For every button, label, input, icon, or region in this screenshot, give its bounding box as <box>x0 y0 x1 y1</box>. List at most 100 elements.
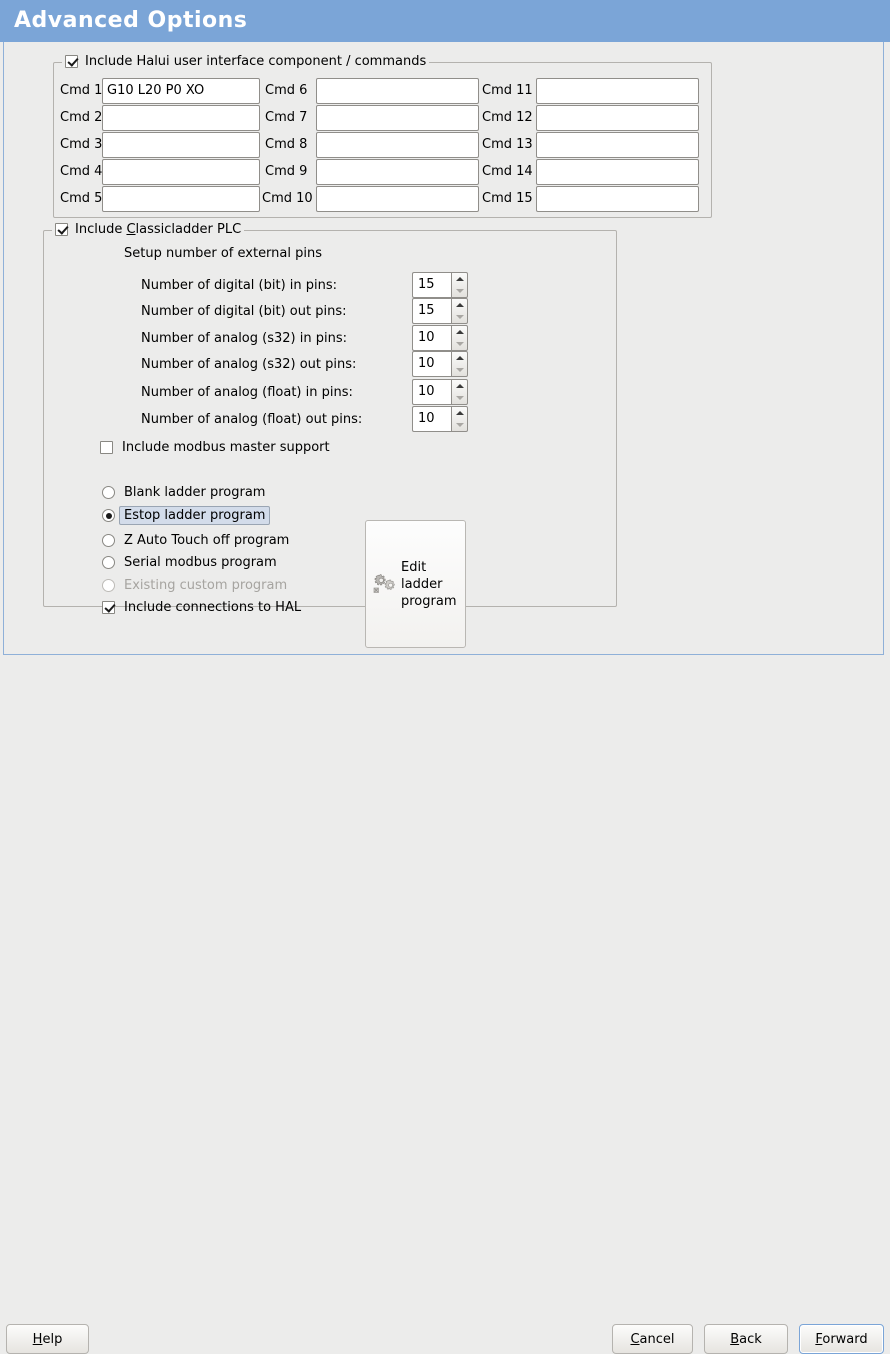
pin-spinner-value-1[interactable]: 15 <box>412 298 451 324</box>
cmd-label-7: Cmd 7 <box>265 110 308 125</box>
cmd-label-11: Cmd 11 <box>482 83 533 98</box>
pin-spinner-value-3[interactable]: 10 <box>412 351 451 377</box>
cmd-input-14[interactable] <box>536 159 699 185</box>
pin-spinner-buttons-3[interactable] <box>451 351 468 377</box>
spinner-up-icon-4[interactable] <box>452 380 467 392</box>
pin-spinner-buttons-2[interactable] <box>451 325 468 351</box>
cmd-input-4[interactable] <box>102 159 260 185</box>
cmd-input-11[interactable] <box>536 78 699 104</box>
pin-spinner-5[interactable]: 10 <box>412 406 468 432</box>
radio-serial-modbus-program[interactable] <box>102 556 115 569</box>
cmd-input-13[interactable] <box>536 132 699 158</box>
forward-mnemonic: F <box>815 1331 823 1347</box>
cmd-input-5[interactable] <box>102 186 260 212</box>
cmd-label-13: Cmd 13 <box>482 137 533 152</box>
dialog-action-bar: Help Cancel Back Forward <box>0 655 890 1354</box>
spinner-down-icon-1[interactable] <box>452 311 467 323</box>
pin-spinner-buttons-1[interactable] <box>451 298 468 324</box>
radio-estop-ladder-program[interactable] <box>102 509 115 522</box>
forward-button-label: Forward <box>815 1332 867 1347</box>
pin-spinner-buttons-4[interactable] <box>451 379 468 405</box>
pin-spinner-1[interactable]: 15 <box>412 298 468 324</box>
cmd-input-7[interactable] <box>316 105 479 131</box>
include-modbus-label: Include modbus master support <box>122 440 330 455</box>
pin-spinner-buttons-5[interactable] <box>451 406 468 432</box>
cmd-input-1[interactable]: G10 L20 P0 XO <box>102 78 260 104</box>
include-halui-checkbox[interactable] <box>65 55 78 68</box>
program-option-estop[interactable]: Estop ladder program <box>102 506 271 525</box>
program-option-label-estop: Estop ladder program <box>119 506 271 525</box>
cancel-button[interactable]: Cancel <box>612 1324 693 1354</box>
external-pins-expander[interactable]: Setup number of external pins <box>103 246 323 261</box>
program-option-label-serial-modbus: Serial modbus program <box>124 555 277 570</box>
halui-group-frame: Include Halui user interface component /… <box>53 54 712 218</box>
spinner-down-icon-3[interactable] <box>452 364 467 376</box>
back-button-label: Back <box>730 1332 762 1347</box>
pin-spinner-value-4[interactable]: 10 <box>412 379 451 405</box>
pin-spinner-buttons-0[interactable] <box>451 272 468 298</box>
pin-spinner-value-2[interactable]: 10 <box>412 325 451 351</box>
cmd-input-15[interactable] <box>536 186 699 212</box>
cmd-label-6: Cmd 6 <box>265 83 308 98</box>
program-option-blank[interactable]: Blank ladder program <box>102 485 265 500</box>
help-button-label: Help <box>33 1332 63 1347</box>
cmd-label-8: Cmd 8 <box>265 137 308 152</box>
cmd-label-9: Cmd 9 <box>265 164 308 179</box>
program-option-existing-custom: Existing custom program <box>102 578 287 593</box>
spinner-up-icon-5[interactable] <box>452 407 467 419</box>
pin-label-5: Number of analog (float) out pins: <box>141 412 363 427</box>
pin-spinner-0[interactable]: 15 <box>412 272 468 298</box>
program-option-label-blank: Blank ladder program <box>124 485 266 500</box>
window-title-bar: Advanced Options <box>0 0 890 42</box>
pin-spinner-value-0[interactable]: 15 <box>412 272 451 298</box>
spinner-up-icon-0[interactable] <box>452 273 467 285</box>
cmd-input-8[interactable] <box>316 132 479 158</box>
program-option-ztouch[interactable]: Z Auto Touch off program <box>102 533 289 548</box>
cmd-label-12: Cmd 12 <box>482 110 533 125</box>
pin-spinner-value-5[interactable]: 10 <box>412 406 451 432</box>
spinner-up-icon-3[interactable] <box>452 352 467 364</box>
cmd-input-9[interactable] <box>316 159 479 185</box>
include-hal-connections-checkbox[interactable] <box>102 601 115 614</box>
pin-label-0: Number of digital (bit) in pins: <box>141 278 338 293</box>
classicladder-group-legend: Include Classicladder PLC <box>52 222 245 237</box>
spinner-down-icon-4[interactable] <box>452 392 467 404</box>
pin-spinner-4[interactable]: 10 <box>412 379 468 405</box>
forward-rest: orward <box>822 1331 868 1347</box>
cmd-label-15: Cmd 15 <box>482 191 533 206</box>
spinner-down-icon-2[interactable] <box>452 338 467 350</box>
spinner-up-icon-2[interactable] <box>452 326 467 338</box>
triangle-down-icon <box>103 249 117 257</box>
cancel-mnemonic: C <box>630 1331 640 1347</box>
program-option-serial-modbus[interactable]: Serial modbus program <box>102 555 277 570</box>
forward-button[interactable]: Forward <box>799 1324 884 1354</box>
cmd-label-10: Cmd 10 <box>262 191 313 206</box>
pin-spinner-3[interactable]: 10 <box>412 351 468 377</box>
help-button[interactable]: Help <box>6 1324 89 1354</box>
cmd-input-3[interactable] <box>102 132 260 158</box>
pin-spinner-2[interactable]: 10 <box>412 325 468 351</box>
back-mnemonic: B <box>730 1331 740 1347</box>
spinner-down-icon-5[interactable] <box>452 419 467 431</box>
help-rest: elp <box>42 1331 63 1347</box>
edit-ladder-program-button[interactable]: Edit ladder program <box>365 520 466 648</box>
spinner-down-icon-0[interactable] <box>452 285 467 297</box>
spinner-up-icon-1[interactable] <box>452 299 467 311</box>
include-modbus-row[interactable]: Include modbus master support <box>100 440 330 455</box>
back-rest: ack <box>739 1331 762 1347</box>
cmd-input-6[interactable] <box>316 78 479 104</box>
radio-blank-ladder-program[interactable] <box>102 486 115 499</box>
classicladder-mnemonic: C <box>126 222 136 237</box>
edit-ladder-program-line2: program <box>401 593 457 609</box>
program-option-label-ztouch: Z Auto Touch off program <box>124 533 290 548</box>
cancel-rest: ancel <box>639 1331 675 1347</box>
external-pins-expander-label: Setup number of external pins <box>124 246 323 261</box>
include-hal-connections-row[interactable]: Include connections to HAL <box>102 600 301 615</box>
radio-z-auto-touch-off-program[interactable] <box>102 534 115 547</box>
include-classicladder-checkbox[interactable] <box>55 223 68 236</box>
cmd-input-10[interactable] <box>316 186 479 212</box>
cmd-input-2[interactable] <box>102 105 260 131</box>
cmd-input-12[interactable] <box>536 105 699 131</box>
include-modbus-checkbox[interactable] <box>100 441 113 454</box>
back-button[interactable]: Back <box>704 1324 788 1354</box>
